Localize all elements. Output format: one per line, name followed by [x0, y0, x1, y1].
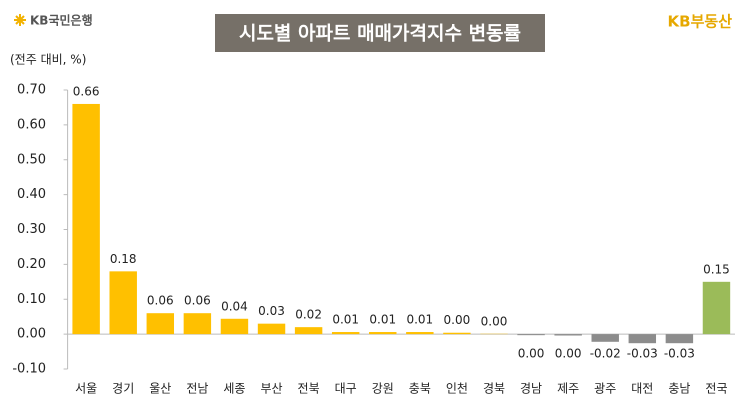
value-label: 0.15 — [703, 262, 730, 276]
value-label: 0.01 — [332, 313, 359, 327]
y-tick-label: -0.10 — [12, 362, 46, 377]
title-box — [215, 14, 545, 52]
value-label: 0.06 — [147, 294, 174, 308]
bar — [369, 332, 397, 335]
bar — [628, 334, 657, 344]
value-label: 0.01 — [369, 313, 396, 327]
y-axis-label: (전주 대비, %) — [10, 53, 86, 67]
x-tick-label: 경기 — [112, 382, 134, 396]
logo-text: KB국민은행 — [30, 13, 93, 28]
x-tick-label: 인천 — [446, 381, 468, 396]
x-tick-label: 전북 — [298, 382, 320, 396]
x-tick-label: 광주 — [594, 382, 616, 396]
x-tick-label: 부산 — [260, 382, 282, 396]
x-tick-label: 전국 — [705, 382, 727, 396]
value-label: 0.06 — [184, 294, 211, 308]
x-tick-label: 전남 — [186, 382, 208, 396]
bar — [443, 332, 471, 335]
x-tick-label: 충북 — [409, 382, 431, 396]
y-tick-label: 0.40 — [17, 187, 46, 202]
x-tick-label: 충남 — [668, 382, 690, 396]
y-tick-label: 0.10 — [17, 292, 46, 307]
y-tick-label: 0.70 — [17, 83, 46, 98]
x-tick-label: 경남 — [520, 382, 542, 396]
value-label: 0.00 — [555, 347, 582, 361]
x-tick-label: 울산 — [149, 382, 171, 396]
x-tick-label: 세종 — [223, 382, 245, 396]
logo: KB국민은행 — [14, 13, 93, 28]
x-tick-label: 대전 — [631, 382, 653, 396]
bar — [665, 334, 694, 344]
value-label: 0.03 — [258, 304, 285, 318]
value-label: 0.66 — [73, 84, 100, 98]
y-tick-label: 0.20 — [17, 257, 46, 272]
value-label: 0.00 — [518, 347, 545, 361]
y-tick-label: 0.60 — [17, 117, 46, 132]
y-tick-label: 0.30 — [17, 222, 46, 237]
y-tick-label: 0.50 — [17, 152, 46, 167]
bar — [257, 323, 286, 335]
value-label: 0.02 — [295, 308, 322, 322]
value-label: 0.00 — [444, 313, 471, 327]
bar — [72, 103, 100, 335]
value-label: 0.18 — [110, 252, 137, 266]
value-label: -0.02 — [590, 347, 621, 361]
value-label: 0.01 — [406, 313, 433, 327]
bar — [591, 334, 619, 342]
x-tick-label: 제주 — [557, 382, 579, 396]
x-tick-label: 강원 — [372, 382, 394, 396]
bar — [183, 313, 212, 335]
value-label: -0.03 — [627, 347, 658, 361]
x-tick-label: 대구 — [335, 382, 357, 396]
value-label: 0.00 — [481, 314, 508, 328]
brand: KB부동산 — [668, 13, 733, 31]
x-tick-label: 서울 — [75, 382, 97, 396]
chart-title: 시도별 아파트 매매가격지수 변동률 — [239, 23, 521, 45]
logo-star — [14, 14, 26, 26]
value-label: -0.03 — [664, 347, 695, 361]
bar — [109, 271, 137, 335]
bar — [220, 318, 249, 335]
bar — [702, 281, 731, 335]
bar — [554, 334, 582, 336]
bar — [146, 313, 175, 335]
bar — [331, 332, 360, 335]
bar — [294, 327, 323, 335]
bar — [517, 334, 545, 336]
x-tick-label: 경북 — [483, 382, 505, 396]
bar — [406, 332, 434, 335]
value-label: 0.04 — [221, 299, 248, 313]
y-tick-label: 0.00 — [17, 327, 46, 342]
